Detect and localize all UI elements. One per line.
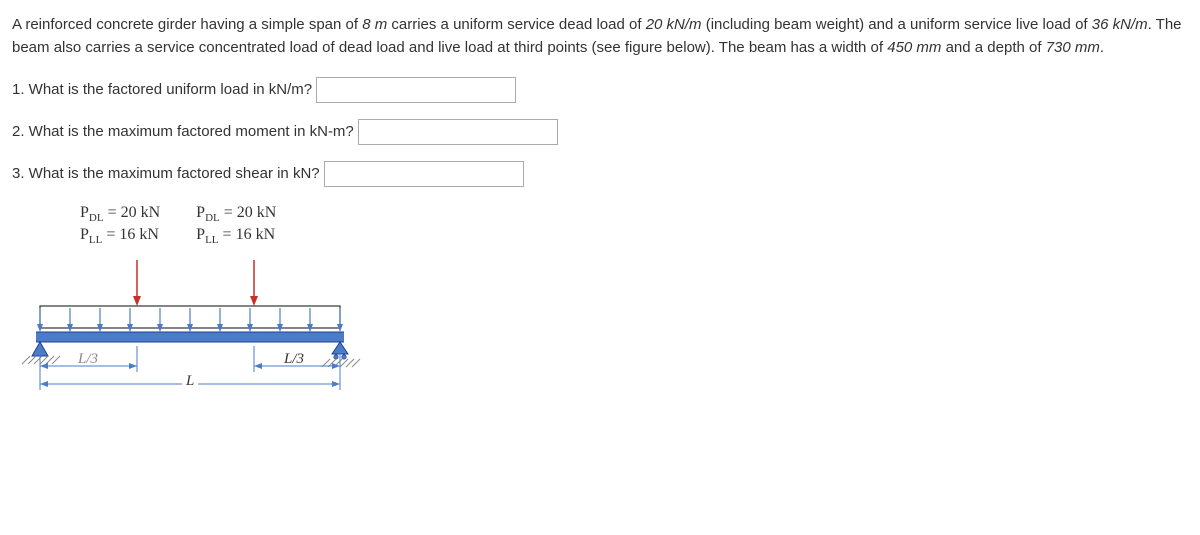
pdl-val: 20 kN (121, 204, 161, 221)
point-load-right-arrow (250, 260, 258, 306)
pdl-P: P (80, 204, 89, 221)
dim-l3-right: L/3 (254, 346, 340, 372)
question-2-input[interactable] (358, 119, 558, 145)
l3-right-text: L/3 (283, 351, 304, 367)
pdl-val2: 20 kN (237, 204, 277, 221)
pdl-eq2: = (220, 204, 237, 221)
question-3-input[interactable] (324, 161, 524, 187)
problem-width: 450 mm (887, 39, 941, 56)
load-col-right: PDL = 20 kN PLL = 16 kN (196, 203, 276, 248)
dim-l-full: L (40, 372, 340, 390)
pll-eq2: = (219, 226, 236, 243)
dim-l3-left: L/3 (40, 346, 137, 372)
left-support-pin (22, 342, 60, 364)
problem-part-1: carries a uniform service dead load of (387, 16, 645, 33)
right-support-roller (322, 342, 360, 367)
pdl-sub: DL (89, 212, 104, 224)
question-3-row: 3. What is the maximum factored shear in… (12, 161, 1188, 187)
problem-part-0: A reinforced concrete girder having a si… (12, 16, 362, 33)
question-3-text: 3. What is the maximum factored shear in… (12, 163, 320, 186)
l3-left-text: L/3 (77, 351, 98, 367)
problem-part-2: (including beam weight) and a uniform se… (702, 16, 1092, 33)
question-1-input[interactable] (316, 77, 516, 103)
load-col-left: PDL = 20 kN PLL = 16 kN (80, 203, 160, 248)
beam-diagram-svg: L/3 L/3 L (20, 254, 380, 404)
pdl-P2: P (196, 204, 205, 221)
pll-sub: LL (89, 235, 102, 247)
pdl-left: PDL = 20 kN (80, 203, 160, 225)
pll-left: PLL = 16 kN (80, 225, 160, 247)
pll-P: P (80, 226, 89, 243)
pdl-eq: = (104, 204, 121, 221)
pdl-right: PDL = 20 kN (196, 203, 276, 225)
point-load-left-arrow (133, 260, 141, 306)
problem-depth: 730 mm (1046, 39, 1100, 56)
pll-val: 16 kN (119, 226, 159, 243)
pll-eq: = (102, 226, 119, 243)
problem-live-load: 36 kN/m (1092, 16, 1148, 33)
problem-span: 8 m (362, 16, 387, 33)
problem-part-4: and a depth of (941, 39, 1045, 56)
pll-val2: 16 kN (236, 226, 276, 243)
pll-P2: P (196, 226, 205, 243)
pll-right: PLL = 16 kN (196, 225, 276, 247)
problem-statement: A reinforced concrete girder having a si… (12, 14, 1188, 59)
question-1-text: 1. What is the factored uniform load in … (12, 79, 312, 102)
pdl-sub2: DL (205, 212, 220, 224)
pll-sub2: LL (205, 235, 218, 247)
question-2-row: 2. What is the maximum factored moment i… (12, 119, 1188, 145)
problem-part-5: . (1100, 39, 1104, 56)
load-labels: PDL = 20 kN PLL = 16 kN PDL = 20 kN PLL … (80, 203, 1188, 248)
beam-rect (36, 332, 344, 342)
problem-dead-load: 20 kN/m (646, 16, 702, 33)
l-full-text: L (185, 373, 194, 389)
beam-figure: PDL = 20 kN PLL = 16 kN PDL = 20 kN PLL … (20, 203, 1188, 404)
question-2-text: 2. What is the maximum factored moment i… (12, 121, 354, 144)
question-1-row: 1. What is the factored uniform load in … (12, 77, 1188, 103)
